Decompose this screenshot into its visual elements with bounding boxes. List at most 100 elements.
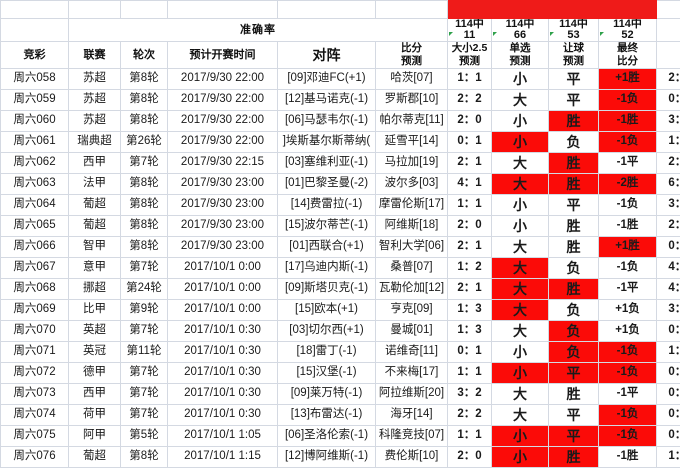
cell-handicap-pred: +1负 bbox=[599, 321, 657, 342]
cell-round: 第8轮 bbox=[121, 216, 168, 237]
cell-kickoff: 2017/9/30 22:00 bbox=[168, 132, 278, 153]
cell-handicap-pred: -1负 bbox=[599, 195, 657, 216]
cell-handicap-pred: -1胜 bbox=[599, 447, 657, 468]
column-header-single_pred[interactable]: 单选预测 bbox=[492, 42, 549, 69]
cell-final-score: 0：0 bbox=[657, 426, 680, 447]
cell-single-pred: 平 bbox=[549, 426, 599, 447]
cell-home-team: [06]马瑟韦尔(-1) bbox=[278, 111, 376, 132]
cell-home-team: [14]费雷拉(-1) bbox=[278, 195, 376, 216]
cell-single-pred: 负 bbox=[549, 321, 599, 342]
cell-single-pred: 胜 bbox=[549, 216, 599, 237]
cell-score-pred: 3：2 bbox=[448, 384, 492, 405]
cell-round: 第8轮 bbox=[121, 237, 168, 258]
column-header-line1: 让球 bbox=[549, 42, 598, 55]
column-header-handicap_pred[interactable]: 让球预测 bbox=[549, 42, 599, 69]
cell-single-pred: 胜 bbox=[549, 384, 599, 405]
cell-score-pred: 2：2 bbox=[448, 405, 492, 426]
cell-round: 第24轮 bbox=[121, 279, 168, 300]
column-header-line2: 预测 bbox=[376, 55, 447, 68]
cell-away-team: 曼城[01] bbox=[376, 321, 448, 342]
cell-single-pred: 平 bbox=[549, 195, 599, 216]
cell-handicap-pred: +1胜 bbox=[599, 69, 657, 90]
cell-final-score: 2：1 bbox=[657, 69, 680, 90]
cell-handicap-pred: -1负 bbox=[599, 342, 657, 363]
cell-single-pred: 平 bbox=[549, 405, 599, 426]
cell-final-score: 0：0 bbox=[657, 237, 680, 258]
cell-kickoff: 2017/10/1 0:30 bbox=[168, 321, 278, 342]
cell-home-team: [03]塞维利亚(-1) bbox=[278, 153, 376, 174]
cell-final-score: 4：2 bbox=[657, 279, 680, 300]
cell-round: 第7轮 bbox=[121, 321, 168, 342]
cell-kickoff: 2017/10/1 1:05 bbox=[168, 426, 278, 447]
column-header-lottery[interactable]: 竞彩 bbox=[1, 42, 69, 69]
cell-kickoff: 2017/10/1 0:30 bbox=[168, 342, 278, 363]
column-header-round[interactable]: 轮次 bbox=[121, 42, 168, 69]
cell-league: 葡超 bbox=[69, 447, 121, 468]
cell-ou-pred: 大 bbox=[492, 258, 549, 279]
cell-handicap-pred: -1平 bbox=[599, 279, 657, 300]
cell-ou-pred: 大 bbox=[492, 384, 549, 405]
cell-lottery: 周六073 bbox=[1, 384, 69, 405]
cell-lottery: 周六070 bbox=[1, 321, 69, 342]
cell-round: 第8轮 bbox=[121, 174, 168, 195]
cell-ou-pred: 大 bbox=[492, 153, 549, 174]
cell-lottery: 周六067 bbox=[1, 258, 69, 279]
column-header-final_score[interactable]: 最终比分 bbox=[599, 42, 657, 69]
cell-home-team: ]埃斯基尔斯蒂纳( bbox=[278, 132, 376, 153]
cell-kickoff: 2017/9/30 22:00 bbox=[168, 90, 278, 111]
cell-ou-pred: 小 bbox=[492, 195, 549, 216]
column-header-score_pred[interactable]: 比分预测 bbox=[376, 42, 448, 69]
cell-kickoff: 2017/9/30 22:00 bbox=[168, 69, 278, 90]
cell-lottery: 周六071 bbox=[1, 342, 69, 363]
cell-handicap-pred: -1负 bbox=[599, 363, 657, 384]
cell-home-team: [17]乌迪内斯(-1) bbox=[278, 258, 376, 279]
banner-blank-cell bbox=[278, 1, 376, 19]
cell-lottery: 周六063 bbox=[1, 174, 69, 195]
column-header-line2: 预测 bbox=[492, 55, 548, 68]
column-header-kickoff[interactable]: 预计开赛时间 bbox=[168, 42, 278, 69]
column-header-match[interactable]: 对阵 bbox=[278, 42, 376, 69]
cell-league: 苏超 bbox=[69, 90, 121, 111]
cell-kickoff: 2017/9/30 23:00 bbox=[168, 237, 278, 258]
cell-league: 苏超 bbox=[69, 111, 121, 132]
cell-handicap-pred: -1负 bbox=[599, 405, 657, 426]
cell-handicap-pred: -1负 bbox=[599, 132, 657, 153]
cell-handicap-pred: -2胜 bbox=[599, 174, 657, 195]
cell-final-score: 0：2 bbox=[657, 384, 680, 405]
cell-round: 第26轮 bbox=[121, 132, 168, 153]
cell-lottery: 周六064 bbox=[1, 195, 69, 216]
cell-ou-pred: 小 bbox=[492, 111, 549, 132]
cell-kickoff: 2017/9/30 23:00 bbox=[168, 174, 278, 195]
cell-away-team: 帕尔蒂克[11] bbox=[376, 111, 448, 132]
accuracy-header-value: 52 bbox=[599, 30, 656, 41]
cell-away-team: 科隆竞技[07] bbox=[376, 426, 448, 447]
cell-kickoff: 2017/10/1 1:15 bbox=[168, 447, 278, 468]
title-left-pad bbox=[1, 19, 69, 42]
column-header-league[interactable]: 联赛 bbox=[69, 42, 121, 69]
cell-lottery: 周六060 bbox=[1, 111, 69, 132]
cell-round: 第7轮 bbox=[121, 384, 168, 405]
cell-league: 西甲 bbox=[69, 153, 121, 174]
